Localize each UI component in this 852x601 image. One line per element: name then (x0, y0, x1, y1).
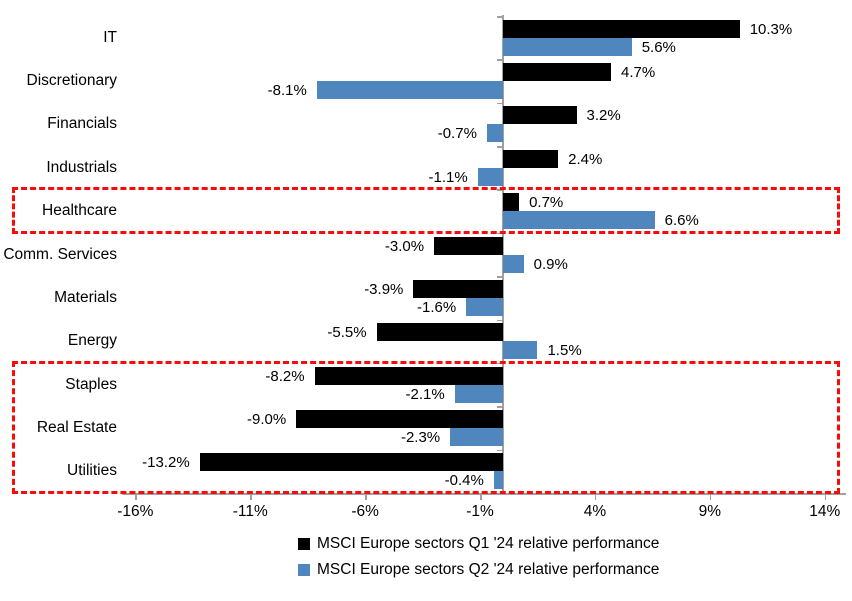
bar (493, 471, 503, 490)
legend-item-q1: MSCI Europe sectors Q1 '24 relative perf… (298, 535, 659, 553)
value-label: 6.6% (664, 212, 699, 230)
category-label: Healthcare (42, 202, 117, 220)
category-label: Energy (67, 332, 117, 350)
value-label: 1.5% (547, 342, 582, 360)
bar (503, 193, 520, 212)
bar (503, 37, 632, 56)
x-axis-tick (824, 494, 827, 500)
x-axis-tick (135, 494, 137, 500)
x-axis-tick-label: 9% (698, 503, 722, 520)
defensive-sectors-highlight-box (12, 360, 840, 494)
bar (503, 211, 655, 230)
category-label: Real Estate (36, 418, 117, 436)
bar (450, 427, 503, 446)
x-axis-tick (250, 494, 252, 500)
category-axis-tick (497, 146, 503, 148)
value-label: 4.7% (621, 64, 656, 82)
value-label: 2.4% (568, 150, 603, 168)
bar (486, 124, 503, 143)
category-label: Industrials (46, 158, 117, 176)
chart-legend: MSCI Europe sectors Q1 '24 relative perf… (298, 535, 659, 579)
q1-series-swatch-icon (298, 538, 310, 550)
bar (296, 409, 503, 428)
value-label: -1.1% (428, 168, 468, 186)
x-axis-tick (365, 494, 367, 500)
bar (503, 106, 577, 125)
x-axis-tick-label: -11% (232, 503, 268, 520)
value-label: -2.1% (405, 385, 445, 403)
category-label: Materials (54, 288, 117, 306)
category-axis-tick (497, 16, 503, 18)
bar (434, 236, 503, 255)
category-label: Staples (65, 375, 117, 393)
x-axis-tick (480, 494, 482, 500)
bar (314, 366, 503, 385)
bar (503, 19, 740, 38)
legend-item-q2: MSCI Europe sectors Q2 '24 relative perf… (298, 561, 659, 579)
value-label: -8.2% (265, 367, 305, 385)
value-label: 10.3% (749, 20, 793, 38)
category-label: Utilities (67, 462, 117, 480)
value-label: -5.5% (327, 324, 367, 342)
category-axis-tick (497, 276, 503, 278)
category-axis-tick (497, 449, 503, 452)
x-axis-tick (594, 494, 597, 500)
x-axis-tick (709, 494, 712, 500)
bar (503, 254, 524, 273)
bar (503, 149, 559, 168)
x-axis-tick-label: 14% (809, 503, 841, 520)
value-label: 5.6% (641, 38, 676, 56)
value-label: -9.0% (246, 410, 287, 428)
value-label: -1.6% (417, 298, 457, 316)
value-label: 3.2% (586, 107, 621, 125)
value-label: -8.1% (267, 82, 307, 100)
bar (454, 384, 503, 403)
value-label: -13.2% (142, 454, 190, 472)
bar (376, 323, 503, 342)
x-axis-tick-label: -1% (466, 503, 494, 520)
category-label: Discretionary (26, 72, 117, 90)
x-axis-tick-label: 4% (583, 503, 607, 520)
category-axis-tick (497, 406, 503, 408)
legend-label-q2: MSCI Europe sectors Q2 '24 relative perf… (317, 561, 660, 578)
value-label: -0.7% (437, 125, 477, 143)
bar (466, 297, 503, 316)
category-axis-tick (497, 319, 503, 322)
category-label: IT (103, 28, 117, 46)
category-axis-tick (497, 59, 503, 61)
q2-series-swatch-icon (298, 564, 310, 576)
healthcare-highlight-box (12, 187, 840, 234)
category-label: Comm. Services (3, 245, 117, 263)
value-label: -3.0% (384, 237, 425, 255)
value-label: -2.3% (400, 428, 441, 446)
bar (199, 453, 503, 472)
bar (413, 279, 503, 298)
value-label: -0.4% (444, 472, 484, 490)
value-label: -3.9% (364, 280, 404, 298)
value-label: 0.9% (533, 255, 568, 273)
bar (477, 167, 503, 186)
bar (316, 81, 503, 100)
category-axis-tick (497, 102, 503, 105)
bar (503, 63, 611, 82)
bar (503, 341, 538, 360)
x-axis-tick-label: -6% (351, 503, 379, 520)
x-axis-tick-label: -16% (117, 503, 154, 520)
value-label: 0.7% (529, 194, 564, 212)
category-label: Financials (47, 115, 117, 133)
legend-label-q1: MSCI Europe sectors Q1 '24 relative perf… (317, 535, 660, 552)
